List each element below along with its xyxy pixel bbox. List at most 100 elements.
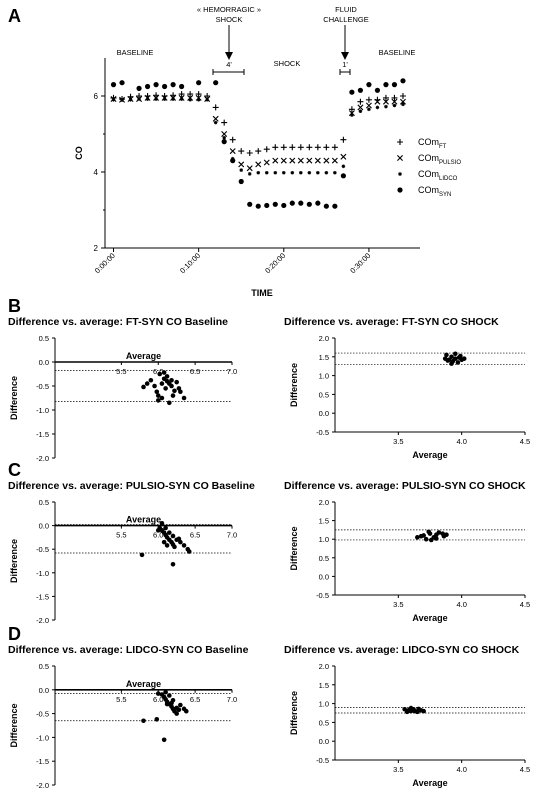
data-point-ft [187,91,194,98]
legend: COmFT COmPULSIO COmLIDCO COmSYN [397,137,461,198]
y-tick-label: -1.0 [36,733,49,742]
data-point-syn [349,89,355,95]
x-tick-label: 6.5 [190,531,200,540]
x-tick-label: 3.5 [393,600,403,609]
x-tick-label: 4.5 [520,437,530,446]
data-point-pulsio [280,157,287,164]
data-point-lidco [290,170,295,175]
y-tick-label: 2.0 [319,498,329,507]
data-point-ft [357,98,364,105]
y-tick-label: 4 [94,168,99,177]
x-tick-label: 0:30:00 [348,251,372,275]
legend-marker-lidco [398,172,402,176]
data-point-ft [263,146,270,153]
x-tick-label: 5.5 [116,695,126,704]
data-point-lidco [350,113,354,117]
y-tick-label: 0.0 [319,572,329,581]
x-tick-label: 6.5 [190,695,200,704]
y-tick-label: -1.0 [36,569,49,578]
x-tick-label: 4.0 [456,600,466,609]
data-point-lidco [375,105,380,110]
data-point-lidco [307,170,312,175]
chart-title: Difference vs. average: LIDCO-SYN CO SHO… [284,644,520,656]
data-point [159,520,165,526]
data-point-syn [383,82,389,88]
data-point [434,536,439,541]
data-point [172,388,177,394]
data-point-pulsio [374,98,381,105]
panel-label-d: D [8,624,21,644]
data-point [170,533,176,539]
data-point-pulsio [255,161,262,168]
chart-title: Difference vs. average: FT-SYN CO Baseli… [8,316,228,328]
data-point-lidco [162,97,167,101]
y-axis-label: Difference [9,376,19,420]
legend-label-pulsio: COmPULSIO [418,153,461,166]
data-point [170,393,176,398]
y-tick-label: 1.0 [319,700,329,709]
data-point-pulsio [331,157,338,164]
data-point-syn [357,87,364,93]
x-axis-label: Average [126,351,161,361]
data-point-ft [229,136,236,143]
data-point-syn [315,200,321,206]
data-point [157,371,163,377]
data-point-syn [136,85,142,91]
data-point-lidco [128,98,133,102]
annotation-fluid-challenge-line2: CHALLENGE [323,15,368,24]
data-point-ft [246,150,253,156]
y-tick-label: -0.5 [316,428,329,437]
data-point-syn [119,80,125,86]
data-point-lidco [120,98,124,102]
y-tick-label: -0.5 [36,545,49,554]
data-point-ft [178,91,185,98]
data-point [436,530,442,535]
annotation-interval-fluid: 1' [342,60,348,69]
data-point-syn [153,82,159,88]
y-axis-label: Difference [289,363,299,407]
data-point-ft [221,119,228,126]
data-point [163,689,168,695]
data-point-ft [272,144,279,151]
data-point [418,533,424,539]
bracket-shock-interval [212,69,245,75]
y-tick-label: 0.5 [39,498,49,507]
data-point [161,737,167,743]
y-tick-label: 1.5 [319,353,329,362]
data-point-syn [170,82,176,88]
data-point-ft [323,144,330,151]
data-point [169,377,174,383]
data-point [155,398,161,403]
data-point-pulsio [382,98,389,105]
x-tick-label: 6.0 [153,531,163,540]
data-point-lidco [154,97,158,101]
x-axis-label: Average [126,515,161,525]
x-tick-label: 6.0 [153,367,163,376]
y-tick-label: 1.5 [319,681,329,690]
legend-label-ft: COmFT [418,137,447,150]
data-point-syn [306,201,312,207]
data-point-lidco [222,136,226,140]
annotation-fluid-challenge-line1: FLUID [335,5,357,14]
data-point-lidco [145,97,150,101]
data-point-pulsio [229,148,236,155]
y-tick-label: 6 [94,92,99,101]
y-tick-label: 1.0 [319,535,329,544]
annotation-hemorrhagic-shock-line2: SHOCK [216,15,243,24]
y-tick-label: 0.0 [39,686,49,695]
data-point [154,389,160,395]
y-tick-label: -1.5 [36,430,49,439]
x-axis-label: Average [412,450,447,460]
data-point-pulsio [391,98,398,105]
y-tick-label: -0.5 [36,382,49,391]
data-point-syn [179,83,185,90]
data-point-pulsio [399,98,406,105]
arrowhead-fluid-challenge [341,52,349,60]
data-point-pulsio [365,102,372,109]
data-point-lidco [188,98,192,102]
x-tick-label: 5.5 [116,531,126,540]
data-point [407,707,413,712]
data-point-ft [399,93,406,99]
chart-title: Difference vs. average: PULSIO-SYN CO Ba… [8,480,255,492]
annotation-interval-shock: 4' [226,60,232,69]
